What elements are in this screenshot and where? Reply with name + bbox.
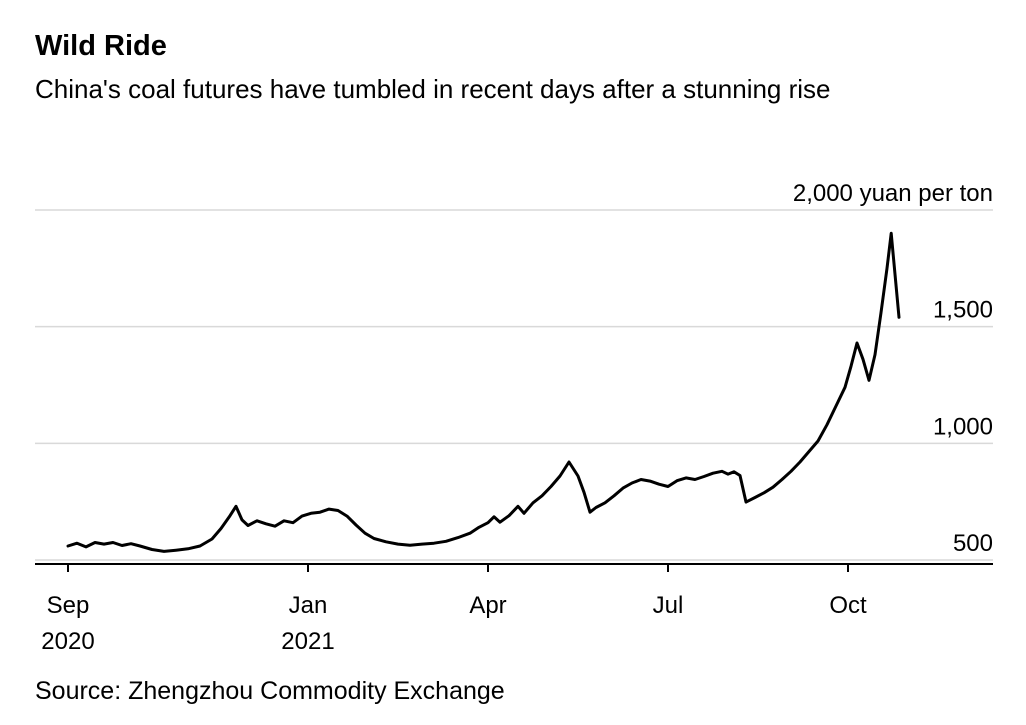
chart-title: Wild Ride <box>35 30 167 62</box>
y-axis-label-1500: 1,500 <box>933 297 993 324</box>
x-axis-label-Oct: Oct <box>829 592 867 619</box>
coal-futures-chart: 500 1,000 1,500 2,000 yuan per ton Sep 2020 Ja… <box>35 180 993 655</box>
x-axis-year-2020: 2020 <box>41 628 94 655</box>
price-line <box>66 231 901 553</box>
x-axis-year-2021: 2021 <box>281 628 334 655</box>
x-axis-label-Sep: Sep <box>47 592 90 619</box>
y-axis-label-2000: 2,000 yuan per ton <box>793 180 993 207</box>
x-axis-label-Jul: Jul <box>653 592 684 619</box>
x-axis-label-Jan: Jan <box>289 592 328 619</box>
x-axis-label-Apr: Apr <box>469 592 506 619</box>
y-axis-label-500: 500 <box>953 530 993 557</box>
source-note: Source: Zhengzhou Commodity Exchange <box>35 677 505 705</box>
y-axis-label-1000: 1,000 <box>933 413 993 440</box>
chart-subtitle: China's coal futures have tumbled in rec… <box>35 74 831 104</box>
